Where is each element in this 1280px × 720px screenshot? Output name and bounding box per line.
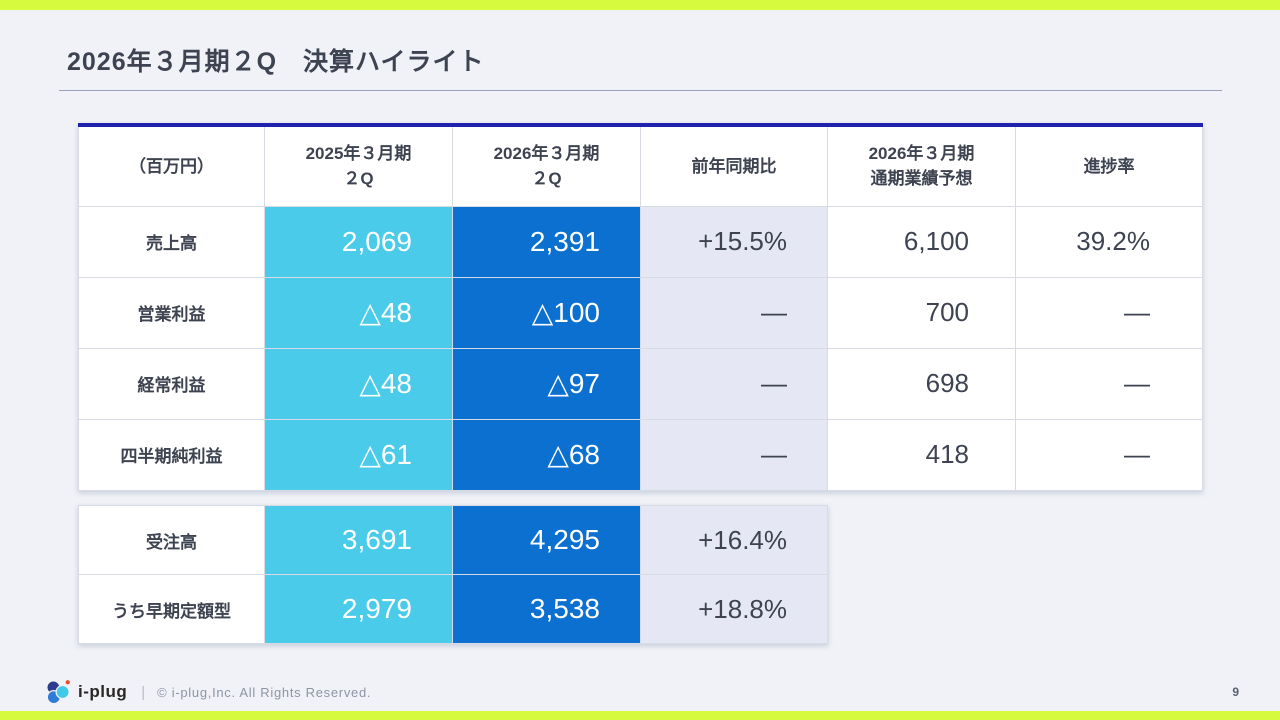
bottom-accent-bar xyxy=(0,711,1280,720)
table-row-orders: 受注高 3,691 4,295 +16.4% xyxy=(78,505,828,575)
value-ordinary-current: △97 xyxy=(452,347,641,420)
value-operating-current: △100 xyxy=(452,276,641,349)
value-early-yoy: +18.8% xyxy=(640,574,828,644)
footer-divider: | xyxy=(141,683,146,701)
value-net-progress: — xyxy=(1015,418,1203,491)
value-orders-current: 4,295 xyxy=(452,505,641,575)
row-label-sales: 売上高 xyxy=(78,205,265,278)
value-net-yoy: — xyxy=(640,418,828,491)
header-forecast-line1: 2026年３月期 xyxy=(868,143,975,163)
header-prior-line1: 2025年３月期 xyxy=(305,143,412,163)
column-header-forecast: 2026年３月期 通期業績予想 xyxy=(827,124,1016,207)
value-sales-current: 2,391 xyxy=(452,205,641,278)
value-operating-prior: △48 xyxy=(264,276,453,349)
footer: i-plug | © i-plug,Inc. All Rights Reserv… xyxy=(44,679,371,705)
value-orders-yoy: +16.4% xyxy=(640,505,828,575)
header-unit-label: （百万円） xyxy=(129,156,214,176)
highlights-table: （百万円） 2025年３月期 ２Q 2026年３月期 ２Q 前年同期比 2026年３… xyxy=(78,123,1203,491)
value-net-forecast: 418 xyxy=(827,418,1016,491)
row-label-net-profit: 四半期純利益 xyxy=(78,418,265,491)
column-header-progress: 進捗率 xyxy=(1015,124,1203,207)
value-ordinary-forecast: 698 xyxy=(827,347,1016,420)
table-row-ordinary-profit: 経常利益 △48 △97 — 698 — xyxy=(78,347,1203,420)
value-net-prior: △61 xyxy=(264,418,453,491)
value-sales-prior: 2,069 xyxy=(264,205,453,278)
column-header-yoy: 前年同期比 xyxy=(640,124,828,207)
header-forecast-line2: 通期業績予想 xyxy=(870,169,973,189)
title-underline xyxy=(59,90,1222,91)
copyright-text: © i-plug,Inc. All Rights Reserved. xyxy=(157,684,372,700)
page-title: 2026年３月期２Q 決算ハイライト xyxy=(67,48,485,76)
i-plug-logo-icon xyxy=(46,680,70,705)
value-operating-progress: — xyxy=(1015,276,1203,349)
header-progress-label: 進捗率 xyxy=(1083,156,1135,176)
value-operating-yoy: — xyxy=(640,276,828,349)
table-row-quarterly-net-profit: 四半期純利益 △61 △68 — 418 — xyxy=(78,418,1203,491)
column-header-current-period: 2026年３月期 ２Q xyxy=(452,124,641,207)
page-number: 9 xyxy=(1232,685,1239,699)
column-header-unit: （百万円） xyxy=(78,124,265,207)
value-ordinary-progress: — xyxy=(1015,347,1203,420)
table-row-early-flat-rate: うち早期定額型 2,979 3,538 +18.8% xyxy=(78,574,828,644)
value-net-current: △68 xyxy=(452,418,641,491)
table-header-row: （百万円） 2025年３月期 ２Q 2026年３月期 ２Q 前年同期比 2026年３… xyxy=(78,124,1203,207)
value-orders-prior: 3,691 xyxy=(264,505,453,575)
row-label-early-flat-rate: うち早期定額型 xyxy=(78,574,265,644)
brand-name: i-plug xyxy=(78,682,128,701)
row-label-ordinary-profit: 経常利益 xyxy=(78,347,265,420)
header-prior-line2: ２Q xyxy=(343,169,374,189)
header-yoy-label: 前年同期比 xyxy=(691,156,777,176)
value-operating-forecast: 700 xyxy=(827,276,1016,349)
table-row-operating-profit: 営業利益 △48 △100 — 700 — xyxy=(78,276,1203,349)
column-header-prior-period: 2025年３月期 ２Q xyxy=(264,124,453,207)
header-current-line2: ２Q xyxy=(531,169,562,189)
value-early-current: 3,538 xyxy=(452,574,641,644)
table-row-sales: 売上高 2,069 2,391 +15.5% 6,100 39.2% xyxy=(78,205,1203,278)
value-sales-forecast: 6,100 xyxy=(827,205,1016,278)
value-sales-progress: 39.2% xyxy=(1015,205,1203,278)
value-ordinary-prior: △48 xyxy=(264,347,453,420)
top-accent-bar xyxy=(0,0,1280,10)
header-current-line1: 2026年３月期 xyxy=(493,143,600,163)
row-label-orders: 受注高 xyxy=(78,505,265,575)
value-early-prior: 2,979 xyxy=(264,574,453,644)
orders-table: 受注高 3,691 4,295 +16.4% うち早期定額型 2,979 3,5… xyxy=(78,505,828,644)
row-label-operating-profit: 営業利益 xyxy=(78,276,265,349)
value-ordinary-yoy: — xyxy=(640,347,828,420)
value-sales-yoy: +15.5% xyxy=(640,205,828,278)
